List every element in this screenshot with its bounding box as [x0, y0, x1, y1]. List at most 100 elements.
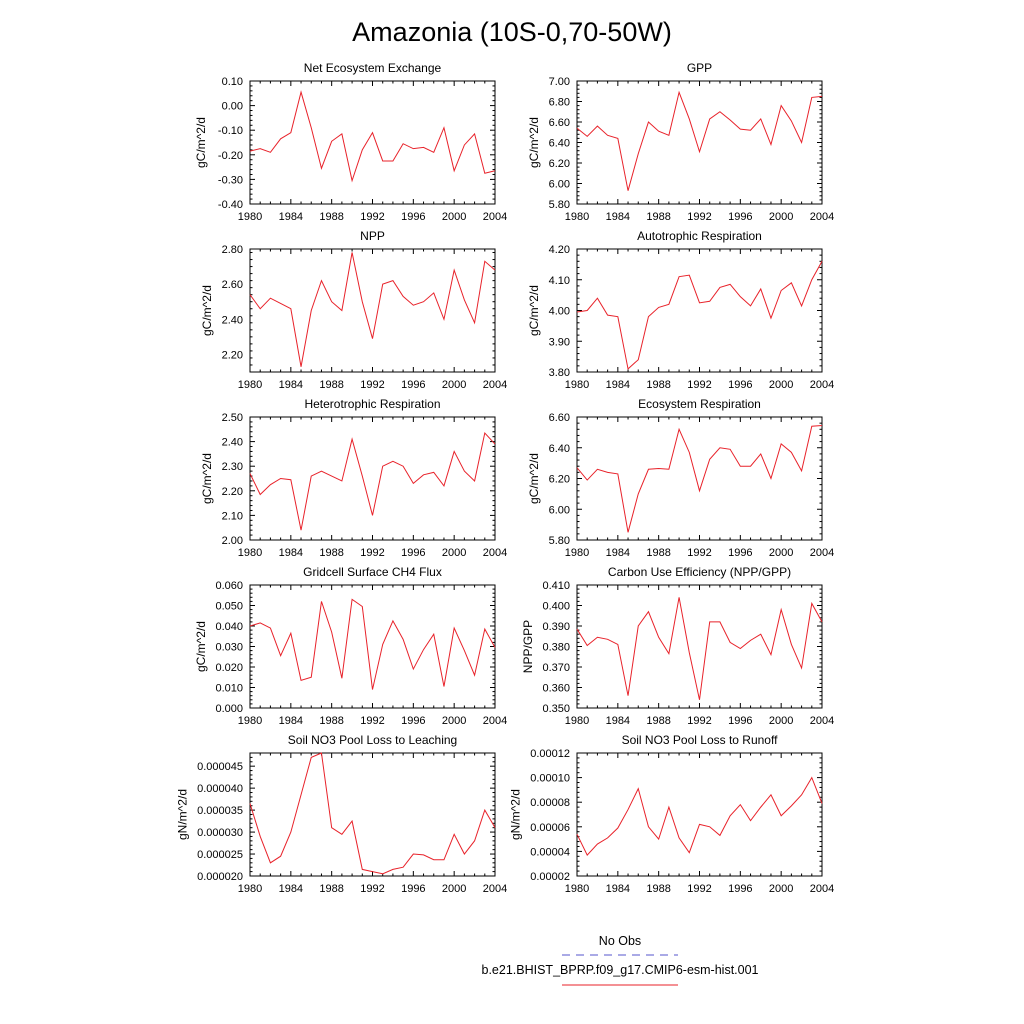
x-tick-label: 1988: [646, 883, 670, 895]
x-tick-label: 1992: [360, 547, 384, 559]
panel-title: Ecosystem Respiration: [638, 397, 761, 411]
x-tick-label: 1992: [687, 547, 711, 559]
y-tick-label: 2.60: [222, 279, 243, 291]
y-tick-label: 0.360: [542, 683, 570, 695]
y-tick-label: 2.50: [222, 412, 243, 424]
y-tick-label: 4.00: [549, 306, 570, 318]
panel-title: Autotrophic Respiration: [637, 229, 762, 243]
plot-frame: [249, 248, 496, 373]
plot-frame: [249, 416, 496, 541]
y-tick-label: 2.30: [222, 461, 243, 473]
panel-heterotrophic-respiration: Heterotrophic Respiration 1980 1984 1988 199…: [200, 397, 507, 559]
series-line: [249, 431, 496, 531]
x-tick-label: 1992: [687, 211, 711, 223]
y-tick-label: 0.050: [215, 601, 243, 613]
y-tick-label: 4.20: [549, 244, 570, 256]
x-tick-label: 1992: [360, 211, 384, 223]
y-tick-label: 0.400: [542, 601, 570, 613]
panel-net-ecosystem-exchange: Net Ecosystem Exchange 1980 1984 1988 1992 19…: [194, 61, 507, 223]
y-tick-label: 6.00: [549, 179, 570, 191]
y-tick-label: 2.10: [222, 510, 243, 522]
x-tick-label: 2004: [810, 547, 834, 559]
x-tick-label: 1992: [687, 883, 711, 895]
y-axis-label: gC/m^2/d: [200, 285, 214, 336]
figure-title: Amazonia (10S-0,70-50W): [352, 17, 672, 47]
x-tick-label: 1992: [360, 379, 384, 391]
x-tick-label: 1996: [728, 883, 752, 895]
plot-frame: [576, 584, 823, 709]
x-tick-label: 1996: [728, 715, 752, 727]
x-tick-label: 2004: [810, 211, 834, 223]
x-tick-label: 1984: [606, 547, 630, 559]
x-tick-label: 2000: [442, 211, 466, 223]
x-tick-label: 1988: [319, 211, 343, 223]
y-tick-label: 6.20: [549, 158, 570, 170]
x-tick-label: 1984: [606, 379, 630, 391]
y-tick-label: 0.410: [542, 580, 570, 592]
plot-frame: [249, 752, 496, 877]
y-tick-label: 7.00: [549, 76, 570, 88]
panel-title: GPP: [687, 61, 712, 75]
y-tick-label: 6.00: [549, 504, 570, 516]
y-tick-label: 0.020: [215, 662, 243, 674]
x-tick-label: 1992: [687, 715, 711, 727]
y-tick-label: 5.80: [549, 535, 570, 547]
y-tick-label: 0.060: [215, 580, 243, 592]
x-tick-label: 1992: [360, 883, 384, 895]
x-tick-label: 1988: [646, 211, 670, 223]
x-tick-label: 2004: [483, 379, 507, 391]
x-tick-label: 1980: [565, 379, 589, 391]
x-tick-label: 1980: [565, 211, 589, 223]
plot-frame: [576, 248, 823, 373]
y-tick-label: 0.030: [215, 642, 243, 654]
x-tick-label: 1992: [687, 379, 711, 391]
x-tick-label: 2000: [442, 547, 466, 559]
x-tick-label: 1980: [565, 883, 589, 895]
y-tick-label: 0.350: [542, 703, 570, 715]
y-tick-label: 0.10: [222, 76, 243, 88]
legend-label-model-run: b.e21.BHIST_BPRP.f09_g17.CMIP6-esm-hist.…: [482, 963, 759, 977]
y-axis-label: NPP/GPP: [521, 620, 535, 673]
panel-title: NPP: [360, 229, 385, 243]
y-axis-label: gN/m^2/d: [509, 789, 523, 840]
y-tick-label: 0.000035: [197, 805, 243, 817]
y-tick-label: 6.20: [549, 474, 570, 486]
x-tick-label: 1988: [646, 379, 670, 391]
x-tick-label: 1996: [401, 547, 425, 559]
legend: No Obs b.e21.BHIST_BPRP.f09_g17.CMIP6-es…: [482, 934, 759, 986]
x-tick-label: 1984: [279, 379, 303, 391]
x-tick-label: 2000: [769, 211, 793, 223]
y-tick-label: 6.40: [549, 443, 570, 455]
x-tick-label: 2000: [769, 715, 793, 727]
x-tick-label: 1988: [319, 379, 343, 391]
x-tick-label: 1980: [565, 547, 589, 559]
series-line: [576, 261, 823, 370]
x-tick-label: 1988: [646, 547, 670, 559]
x-tick-label: 2000: [442, 715, 466, 727]
x-tick-label: 2004: [483, 883, 507, 895]
x-tick-label: 1988: [319, 547, 343, 559]
y-tick-label: 0.040: [215, 621, 243, 633]
x-tick-label: 1984: [279, 883, 303, 895]
y-axis-label: gC/m^2/d: [527, 453, 541, 504]
panel-ecosystem-respiration: Ecosystem Respiration 1980 1984 1988 1992 199…: [527, 397, 834, 559]
panel-soil-no3-pool-loss-to-runoff: Soil NO3 Pool Loss to Runoff 1980 1984 1988…: [509, 733, 835, 895]
panel-gpp: GPP 1980 1984 1988 1992 1996 2000 2004 5.80 6.00 6…: [527, 61, 834, 223]
panel-gridcell-surface-ch4-flux: Gridcell Surface CH4 Flux 1980 1984 1988 199…: [194, 565, 507, 727]
x-tick-label: 1980: [238, 883, 262, 895]
panel-title: Heterotrophic Respiration: [304, 397, 440, 411]
x-tick-label: 2000: [769, 547, 793, 559]
plot-frame: [576, 416, 823, 541]
panel-title: Soil NO3 Pool Loss to Leaching: [288, 733, 457, 747]
y-tick-label: 0.000045: [197, 761, 243, 773]
x-tick-label: 2004: [810, 379, 834, 391]
x-tick-label: 1980: [238, 547, 262, 559]
plot-frame: [576, 80, 823, 205]
y-axis-label: gC/m^2/d: [194, 117, 208, 168]
panel-title: Soil NO3 Pool Loss to Runoff: [622, 733, 779, 747]
panel-title: Carbon Use Efficiency (NPP/GPP): [608, 565, 791, 579]
y-tick-label: -0.10: [218, 125, 243, 137]
x-tick-label: 1984: [279, 547, 303, 559]
x-tick-label: 1980: [238, 715, 262, 727]
y-tick-label: 2.80: [222, 244, 243, 256]
